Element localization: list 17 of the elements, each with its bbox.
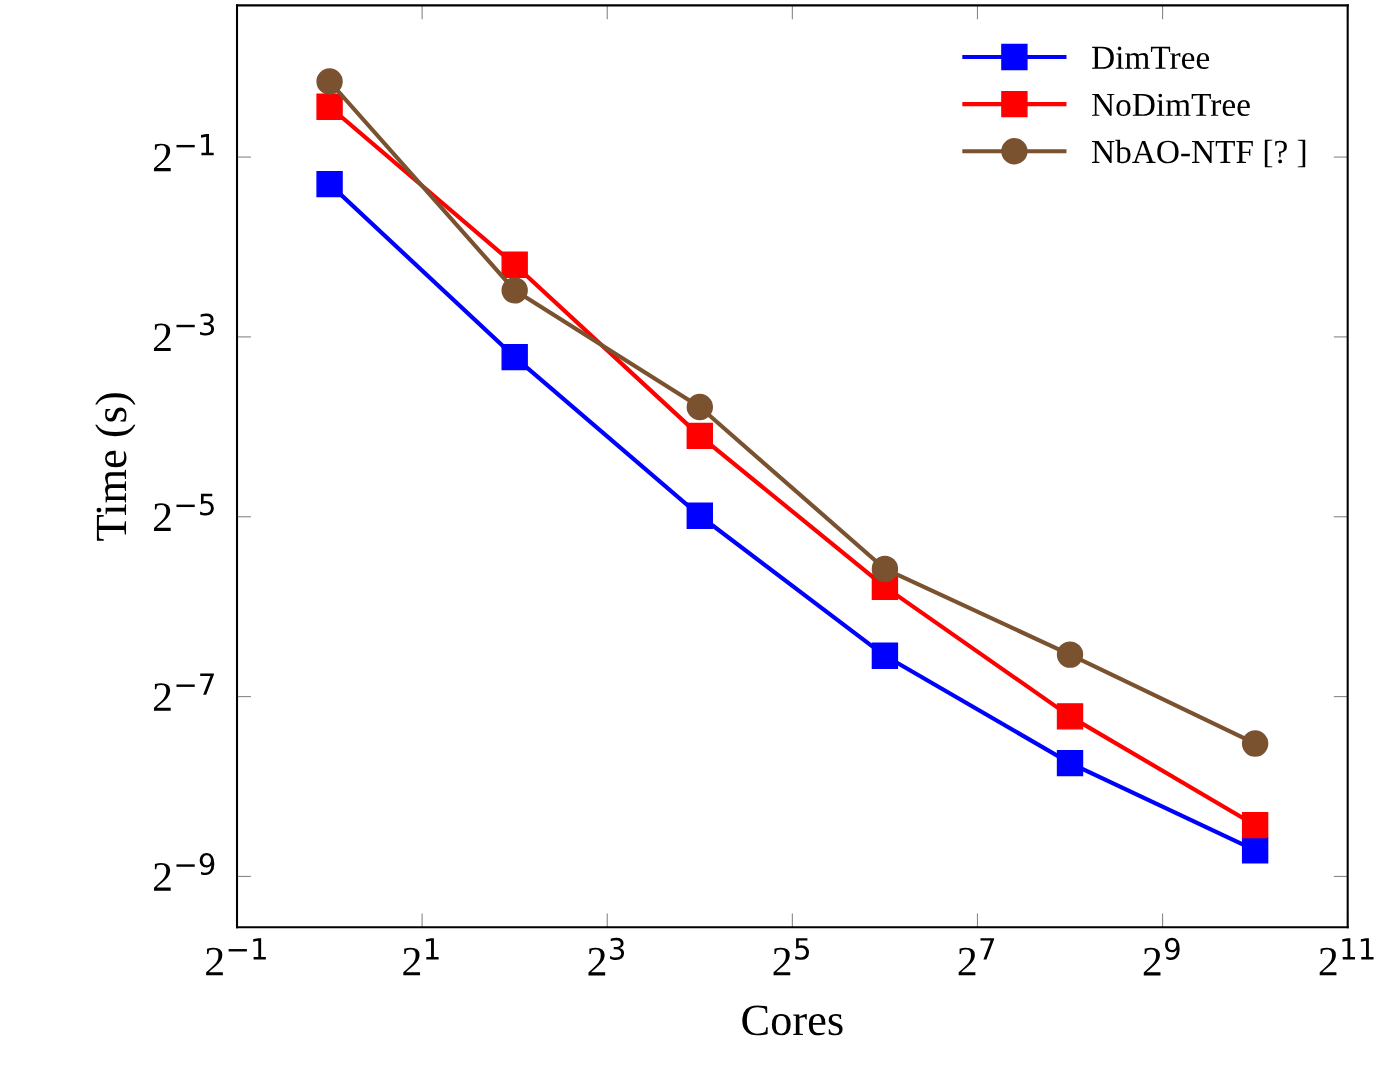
x-tick-label: 2$^{11}$ bbox=[1319, 938, 1374, 976]
legend-label: DimTree bbox=[1092, 46, 1210, 70]
x-axis-title: Cores bbox=[742, 1005, 843, 1036]
y-axis-title: Time (s) bbox=[95, 393, 136, 541]
y-tick-label: 2$^{−3}$ bbox=[153, 313, 215, 352]
x-tick-label: 2$^{9}$ bbox=[1143, 937, 1180, 976]
legend-label: NoDimTree bbox=[1092, 93, 1250, 117]
x-tick-label: 2$^{5}$ bbox=[773, 938, 809, 976]
x-tick-label: 2$^{3}$ bbox=[588, 937, 625, 976]
y-tick-label: 2$^{−5}$ bbox=[153, 493, 214, 531]
x-tick-label: 2$^{1}$ bbox=[403, 938, 439, 976]
y-tick-label: 2$^{−9}$ bbox=[153, 853, 215, 891]
legend-label: NbAO-NTF [? ] bbox=[1092, 139, 1306, 168]
y-tick-label: 2$^{−7}$ bbox=[153, 673, 214, 711]
x-tick-label: 2$^{7}$ bbox=[958, 938, 995, 976]
x-tick-label: 2$^{−1}$ bbox=[206, 938, 266, 976]
y-tick-label: 2$^{−1}$ bbox=[153, 134, 214, 172]
